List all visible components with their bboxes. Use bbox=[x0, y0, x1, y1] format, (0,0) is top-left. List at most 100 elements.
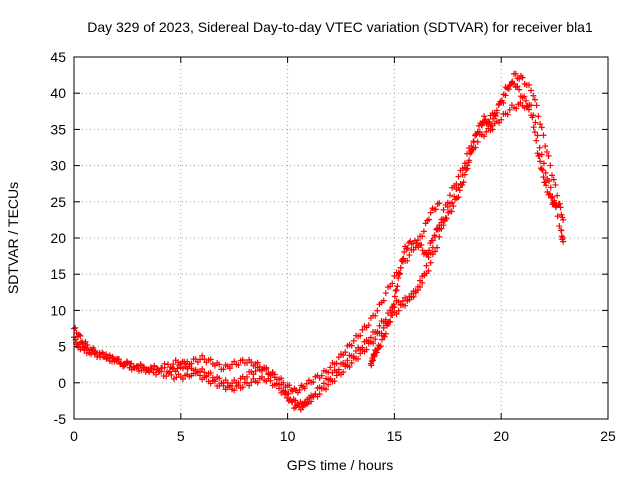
x-tick-label: 5 bbox=[177, 428, 185, 444]
data-point bbox=[197, 372, 204, 379]
data-point bbox=[393, 310, 400, 317]
data-point bbox=[318, 372, 325, 379]
data-point bbox=[406, 252, 413, 259]
data-point bbox=[359, 326, 366, 333]
x-tick-label: 25 bbox=[600, 428, 616, 444]
data-point bbox=[469, 146, 476, 153]
data-point bbox=[248, 379, 255, 386]
data-point bbox=[380, 297, 387, 304]
data-point bbox=[325, 381, 332, 388]
data-point bbox=[481, 113, 488, 120]
data-point bbox=[459, 181, 466, 188]
data-point bbox=[483, 128, 490, 135]
data-point bbox=[301, 385, 308, 392]
data-point bbox=[498, 116, 505, 123]
data-point bbox=[220, 366, 227, 373]
data-point bbox=[421, 270, 428, 277]
data-point bbox=[489, 126, 496, 133]
data-point bbox=[492, 112, 499, 119]
data-point bbox=[174, 365, 181, 372]
data-point bbox=[560, 216, 567, 223]
data-point bbox=[342, 349, 349, 356]
data-point bbox=[404, 245, 411, 252]
data-point bbox=[540, 174, 547, 181]
data-point bbox=[365, 322, 372, 329]
data-point bbox=[374, 328, 381, 335]
data-point bbox=[376, 344, 383, 351]
data-point bbox=[505, 86, 512, 93]
data-point bbox=[286, 382, 293, 389]
data-point bbox=[163, 373, 170, 380]
data-point bbox=[424, 251, 431, 258]
data-point bbox=[414, 287, 421, 294]
data-point bbox=[539, 167, 546, 174]
data-point bbox=[355, 355, 362, 362]
y-tick-label: 15 bbox=[50, 266, 66, 282]
data-point bbox=[418, 241, 425, 248]
data-point bbox=[470, 139, 477, 146]
data-point bbox=[153, 371, 160, 378]
data-point bbox=[120, 361, 127, 368]
data-point bbox=[381, 333, 388, 340]
data-point bbox=[346, 364, 353, 371]
data-point bbox=[525, 81, 532, 88]
data-point bbox=[532, 119, 539, 126]
data-point bbox=[389, 280, 396, 287]
data-point bbox=[547, 184, 554, 191]
y-tick-label: 10 bbox=[50, 302, 66, 318]
data-point bbox=[547, 162, 554, 169]
data-point bbox=[488, 122, 495, 129]
x-axis-label: GPS time / hours bbox=[287, 457, 394, 473]
data-point bbox=[542, 143, 549, 150]
data-point bbox=[365, 338, 372, 345]
y-tick-label: 0 bbox=[58, 375, 66, 391]
data-point bbox=[367, 334, 374, 341]
data-point bbox=[546, 178, 553, 185]
data-point bbox=[554, 192, 561, 199]
data-point bbox=[500, 91, 507, 98]
data-point bbox=[397, 301, 404, 308]
data-point bbox=[348, 359, 355, 366]
data-point bbox=[76, 331, 83, 338]
data-point bbox=[404, 257, 411, 264]
data-point bbox=[533, 102, 540, 109]
data-point bbox=[499, 97, 506, 104]
data-point bbox=[481, 133, 488, 140]
x-tick-label: 0 bbox=[70, 428, 78, 444]
data-point bbox=[252, 368, 259, 375]
data-point bbox=[538, 166, 545, 173]
data-point bbox=[460, 179, 467, 186]
data-point bbox=[254, 379, 261, 386]
data-point bbox=[529, 114, 536, 121]
data-point bbox=[216, 361, 223, 368]
data-point bbox=[299, 404, 306, 411]
series-arc-1 bbox=[71, 200, 443, 396]
data-point bbox=[271, 374, 278, 381]
data-point bbox=[203, 373, 210, 380]
data-point bbox=[231, 387, 238, 394]
data-point bbox=[72, 324, 79, 331]
data-point bbox=[350, 353, 357, 360]
data-point bbox=[292, 404, 299, 411]
data-point bbox=[426, 216, 433, 223]
data-point bbox=[553, 202, 560, 209]
data-point bbox=[419, 233, 426, 240]
data-point bbox=[464, 165, 471, 172]
data-point bbox=[530, 92, 537, 99]
data-point bbox=[522, 97, 529, 104]
data-point bbox=[377, 343, 384, 350]
data-point bbox=[473, 131, 480, 138]
data-point bbox=[282, 389, 289, 396]
data-point bbox=[211, 378, 218, 385]
data-point bbox=[472, 132, 479, 139]
data-point bbox=[342, 361, 349, 368]
data-point bbox=[425, 254, 432, 261]
data-point bbox=[552, 181, 559, 188]
data-point bbox=[77, 332, 84, 339]
data-point bbox=[528, 102, 535, 109]
data-point bbox=[246, 382, 253, 389]
data-point bbox=[528, 87, 535, 94]
data-point bbox=[179, 376, 186, 383]
data-point bbox=[376, 322, 383, 329]
data-point bbox=[391, 273, 398, 280]
